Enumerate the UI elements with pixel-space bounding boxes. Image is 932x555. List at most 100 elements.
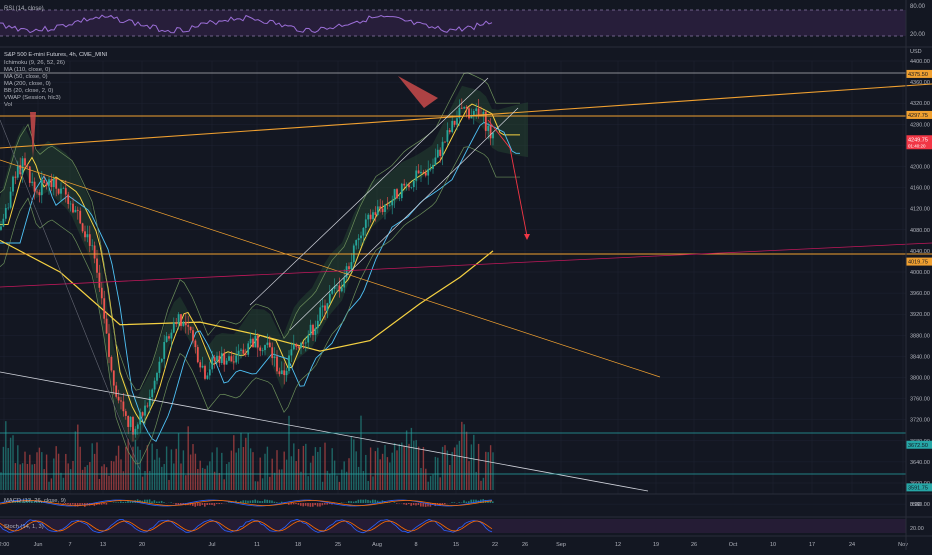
indicator-vwap[interactable]: VWAP (Session, hlc3) — [4, 95, 61, 101]
macd-hist-bar — [67, 503, 69, 504]
candle-body — [132, 417, 134, 435]
indicator-vol[interactable]: Vol — [4, 102, 12, 108]
candle-body — [31, 182, 33, 183]
volume-bar — [188, 426, 189, 490]
indicator-ichimoku[interactable]: Ichimoku (9, 26, 52, 26) — [4, 60, 65, 66]
volume-bar — [106, 467, 107, 490]
macd-hist-bar — [293, 503, 295, 504]
macd-hist-bar — [319, 503, 321, 507]
volume-bar — [356, 451, 357, 490]
volume-bar — [154, 460, 155, 490]
candle-body — [293, 344, 295, 349]
time-axis-label: 12 — [615, 542, 621, 548]
candle-body — [3, 219, 5, 227]
macd-hist-bar — [266, 500, 268, 503]
price-axis[interactable]: USD 4400.004360.004320.004280.004240.004… — [906, 49, 932, 508]
volume-bar — [334, 461, 335, 490]
candle-body — [418, 171, 420, 174]
trendline-red[interactable] — [0, 243, 932, 287]
time-axis-label: Jun — [34, 542, 43, 548]
volume-bar — [17, 445, 18, 490]
candle-body — [449, 130, 451, 132]
volume-bar — [192, 444, 193, 490]
macd-hist-bar — [442, 503, 444, 505]
volume-bar — [24, 452, 25, 490]
macd-hist-bar — [151, 501, 153, 503]
volume-bar — [269, 477, 270, 490]
candle-body — [451, 121, 453, 132]
candle-body — [430, 169, 432, 170]
rsi-axis-80: 80.00 — [910, 4, 926, 10]
volume-bar — [89, 462, 90, 490]
main-pane[interactable]: S&P 500 E-mini Futures, 4h, CME_MINI Ich… — [0, 49, 932, 508]
volume-bar — [341, 470, 342, 490]
channel-upper-line[interactable] — [250, 78, 488, 305]
macd-hist-bar — [221, 503, 223, 504]
candle-body — [108, 333, 110, 356]
volume-bar — [468, 461, 469, 490]
candle-body — [36, 192, 38, 193]
candle-body — [240, 350, 242, 351]
candle-body — [403, 184, 405, 186]
indicator-ma50[interactable]: MA (50, close, 0) — [4, 74, 48, 80]
time-axis-label: 7 — [68, 542, 71, 548]
macd-hist-bar — [415, 503, 417, 505]
volume-bar — [293, 443, 294, 490]
volume-bar — [32, 464, 33, 490]
candle-body — [22, 158, 24, 174]
volume-bar — [372, 476, 373, 490]
candle-body — [291, 349, 293, 355]
volume-bar — [48, 482, 49, 490]
indicator-ma200[interactable]: MA (200, close, 0) — [4, 81, 51, 87]
macd-hist-bar — [365, 499, 367, 503]
symbol-title[interactable]: S&P 500 E-mini Futures, 4h, CME_MINI — [4, 52, 108, 58]
volume-bar — [166, 446, 167, 490]
macd-hist-bar — [274, 502, 276, 503]
time-axis-label: 19 — [653, 542, 659, 548]
candle-body — [103, 298, 105, 318]
macd-hist-bar — [403, 503, 405, 504]
time-axis-label: 20 — [139, 542, 145, 548]
volume-bar — [96, 442, 97, 490]
volume-bar — [113, 461, 114, 490]
stoch-pane[interactable]: Stoch (14, 1, 3) 20.00 — [0, 519, 924, 533]
macd-hist-bar — [254, 500, 256, 503]
indicator-ma110[interactable]: MA (110, close, 0) — [4, 67, 50, 73]
volume-bar — [473, 435, 474, 490]
indicator-bb[interactable]: BB (20, close, 2, 0) — [4, 88, 53, 94]
channel-lower-line[interactable] — [290, 108, 518, 330]
macd-hist-bar — [269, 500, 271, 503]
volume-bar — [44, 469, 45, 490]
volume-bar — [60, 473, 61, 490]
candle-body — [478, 108, 480, 114]
time-axis-label: 25 — [335, 542, 341, 548]
macd-hist-bar — [317, 503, 319, 507]
candle-body — [41, 180, 43, 195]
candle-body — [159, 362, 161, 373]
macd-hist-bar — [413, 503, 415, 505]
candle-body — [235, 355, 237, 362]
candle-body — [238, 351, 240, 356]
volume-bar — [236, 453, 237, 490]
volume-bar — [56, 446, 57, 490]
volume-bar — [476, 472, 477, 490]
candle-body — [447, 130, 449, 142]
candle-body — [267, 343, 269, 345]
candle-body — [96, 259, 98, 273]
macd-hist-bar — [250, 501, 252, 503]
macd-hist-bar — [199, 503, 201, 506]
candle-body — [125, 411, 127, 416]
candle-body — [312, 325, 314, 335]
macd-hist-bar — [406, 503, 408, 505]
volume-bar — [360, 416, 361, 490]
candle-body — [382, 208, 384, 212]
rsi-pane[interactable]: RSI (14, close) 80.00 20.00 — [0, 0, 926, 47]
volume-bar — [94, 454, 95, 490]
macd-pane[interactable]: MACD (12, 26, close, 9) 0.00 — [0, 498, 921, 508]
candle-body — [379, 206, 381, 208]
candle-body — [283, 370, 285, 375]
volume-bar — [425, 469, 426, 490]
